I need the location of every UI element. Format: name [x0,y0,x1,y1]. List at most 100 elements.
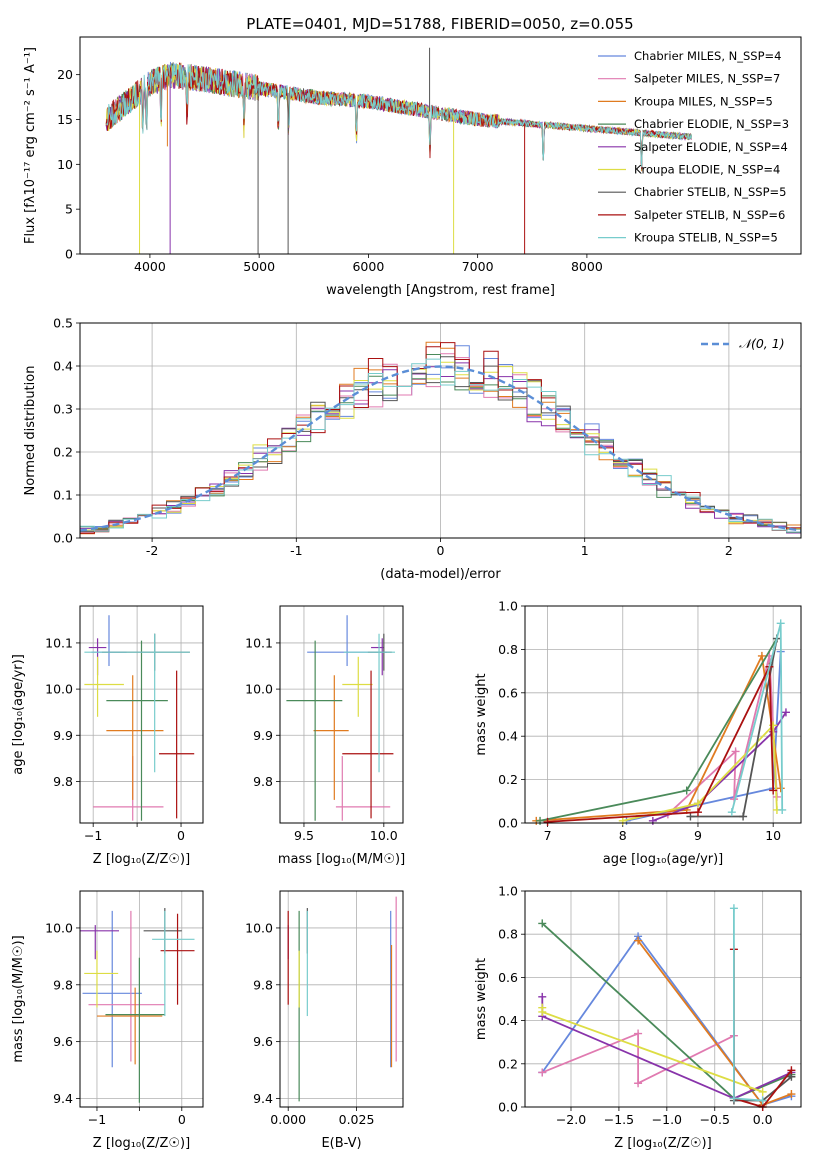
x-tick-label: 8000 [571,259,603,274]
errorbar-point [160,913,195,1005]
weight-point-marker [538,992,547,1001]
x-tick-label: 2 [725,543,733,558]
y-tick-label: 9.8 [253,977,273,992]
weight-point-marker [686,812,695,821]
x-tick-label: 0 [177,828,185,843]
ticks: −1 0 9.4 9.6 9.8 10.0 [45,920,186,1127]
y-tick-label: 10.0 [45,682,73,697]
residuals-panel: -2 -1 0 1 2 0.0 0.1 0.2 0.3 0.4 0.5 (data-model)/er… [23,316,802,582]
y-tick-label: 10.0 [245,920,273,935]
y-tick-label: 10.0 [45,920,73,935]
axes-frame [79,322,802,539]
legend-entry: Chabrier ELODIE, N_SSP=3 [634,117,789,131]
errorbar-point [82,910,142,1068]
weight-point-marker [538,1068,547,1077]
weight-point-marker [543,817,552,826]
weight-point-marker [729,1094,738,1103]
weight-point-marker [538,919,547,928]
weight-point-marker [634,1029,643,1038]
y-tick-label: 1.0 [498,884,518,899]
x-tick-label: 5000 [243,259,275,274]
y-axis-label: Flux [fλ10⁻¹⁷ erg cm⁻² s⁻¹ A⁻¹] [23,47,38,244]
weight-series-line [652,711,787,822]
x-axis-label: E(B-V) [321,1136,361,1151]
mass-vs-metallicity-panel: −1 0 9.4 9.6 9.8 10.0 Z [log₁₀(Z/Z☉)] mass [log… [11,890,204,1151]
errorbar-point [91,615,127,667]
weight-point-marker [731,747,740,756]
errorbar-point [106,640,168,821]
errorbar-point [335,756,391,821]
y-tick-label: 0.0 [53,531,73,546]
legend-entry: 𝒩(0, 1) [739,336,785,351]
x-tick-label: 0 [178,1112,186,1127]
errorbar-point [342,656,373,717]
histogram-series [80,342,801,534]
errorbar-point [105,957,165,1103]
x-tick-label: −1.5 [604,1112,634,1127]
figure-title: PLATE=0401, MJD=51788, FIBERID=0050, z=0… [246,15,633,33]
x-tick-label: 10.0 [370,828,398,843]
legend-entry: Kroupa ELODIE, N_SSP=4 [634,163,780,177]
weight-point-marker [787,1090,796,1099]
errorbar-point [313,675,349,800]
y-tick-label: 15 [57,112,73,127]
ticks: 0.000 0.025 9.4 9.6 9.8 10.0 [245,920,374,1127]
weight-point-marker [727,808,736,817]
y-axis-label: mass weight [474,673,489,755]
y-tick-label: 9.9 [53,728,73,743]
x-tick-label: -1 [290,543,302,558]
legend-entry: Chabrier MILES, N_SSP=4 [634,49,781,63]
x-tick-label: 6000 [352,259,384,274]
weight-series-line [622,723,778,822]
weight-point-marker [781,708,790,717]
y-tick-label: 0.1 [53,488,73,503]
x-tick-label: 0.000 [270,1112,306,1127]
x-tick-label: 7 [544,828,552,843]
weight-point-marker [693,808,702,817]
weight-point-marker [776,784,785,793]
y-tick-label: 0.6 [498,970,518,985]
y-tick-label: 9.4 [53,1091,73,1106]
ticks: 4000 5000 6000 7000 8000 0 5 10 15 20 [57,67,603,274]
x-axis-label: Z [log₁₀(Z/Z☉)] [614,1136,711,1151]
ticks: −1 0 9.8 9.9 10.0 10.1 [45,635,185,843]
y-tick-label: 0.0 [498,816,518,831]
gaussian-reference-curve [80,365,801,532]
x-tick-label: 0.025 [339,1112,375,1127]
spectrum-panel: 4000 5000 6000 7000 8000 0 5 10 15 20 wavelength [… [23,36,802,298]
errorbar-point [343,633,396,773]
x-axis-label: Z [log₁₀(Z/Z☉)] [93,1136,190,1151]
weight-point-marker [757,651,766,660]
weight-point-marker [758,1096,767,1105]
y-tick-label: 10.0 [245,682,273,697]
legend-entry: Salpeter ELODIE, N_SSP=4 [634,140,788,154]
age-vs-metallicity-panel: −1 0 9.8 9.9 10.0 10.1 Z [log₁₀(Z/Z☉)] age [log… [11,605,204,867]
errorbar-point [143,908,182,954]
y-tick-label: 0.3 [53,402,73,417]
x-tick-label: −1 [84,828,102,843]
y-tick-label: 0.4 [498,1013,518,1028]
x-tick-label: 7000 [462,259,494,274]
y-tick-label: 9.9 [253,728,273,743]
x-axis-label: (data-model)/error [380,567,501,582]
ticks: −2.0 −1.5 −1.0 −0.5 0.0 0.0 0.2 0.4 0.6 0.8 1.0 [498,884,773,1128]
x-tick-label: −2.0 [556,1112,586,1127]
legend-entry: Salpeter STELIB, N_SSP=6 [634,208,785,222]
weight-point-marker [776,619,785,628]
errorbar-point [96,987,163,1065]
errorbar-point [152,910,195,1017]
weight-series-line [547,666,775,823]
weight-point-marker [758,1087,767,1096]
y-tick-label: 0.5 [53,316,73,331]
y-tick-label: 9.8 [53,977,73,992]
ticks: 7 8 9 10 0.0 0.2 0.4 0.6 0.8 1.0 [498,599,781,844]
y-tick-label: 0.8 [498,927,518,942]
weight-point-marker [648,816,657,825]
y-tick-label: 0.2 [498,1056,518,1071]
axes-frame [79,36,802,255]
y-axis-label: mass weight [474,958,489,1040]
weight-vs-age-panel: 7 8 9 10 0.0 0.2 0.4 0.6 0.8 1.0 age [log₁₀(age/yr… [474,599,802,867]
y-tick-label: 0.2 [53,445,73,460]
errorbar-point [84,950,119,1008]
ticks: -2 -1 0 1 2 0.0 0.1 0.2 0.3 0.4 0.5 [53,316,733,559]
